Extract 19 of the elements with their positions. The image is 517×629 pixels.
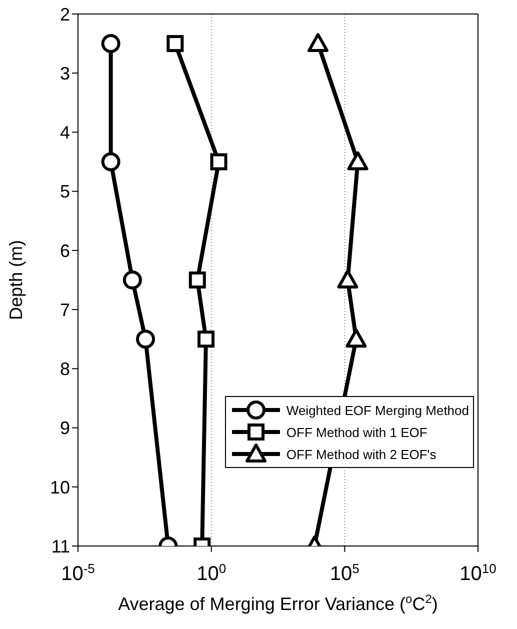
legend-label: OFF Method with 2 EOF's: [286, 446, 436, 462]
y-tick-label: 3: [60, 64, 70, 84]
legend-label: OFF Method with 1 EOF: [286, 424, 428, 440]
y-tick-label: 10: [50, 477, 70, 498]
y-tick-label: 5: [60, 182, 70, 202]
x-axis-title: Average of Merging Error Variance ($^{o}$C$^{2}$): [118, 592, 438, 614]
y-tick-label: 9: [60, 418, 70, 438]
y-tick-label: 7: [60, 300, 70, 320]
y-tick-label: 4: [60, 122, 70, 143]
y-tick-label: 8: [60, 359, 70, 380]
x-tick-label: 10$^{0}$: [196, 560, 226, 585]
x-tick-label: 10$^{5}$: [330, 560, 360, 585]
x-tick-label: 10$^{10}$: [460, 560, 496, 585]
y-tick-label: 11: [51, 536, 70, 556]
x-tick-label: 10$^{-5}$: [61, 560, 95, 585]
y-axis-title: Depth (m): [6, 240, 26, 320]
y-tick-label: 6: [60, 240, 70, 261]
legend-label: Weighted EOF Merging Method: [286, 402, 469, 418]
y-tick-label: 2: [60, 4, 70, 24]
